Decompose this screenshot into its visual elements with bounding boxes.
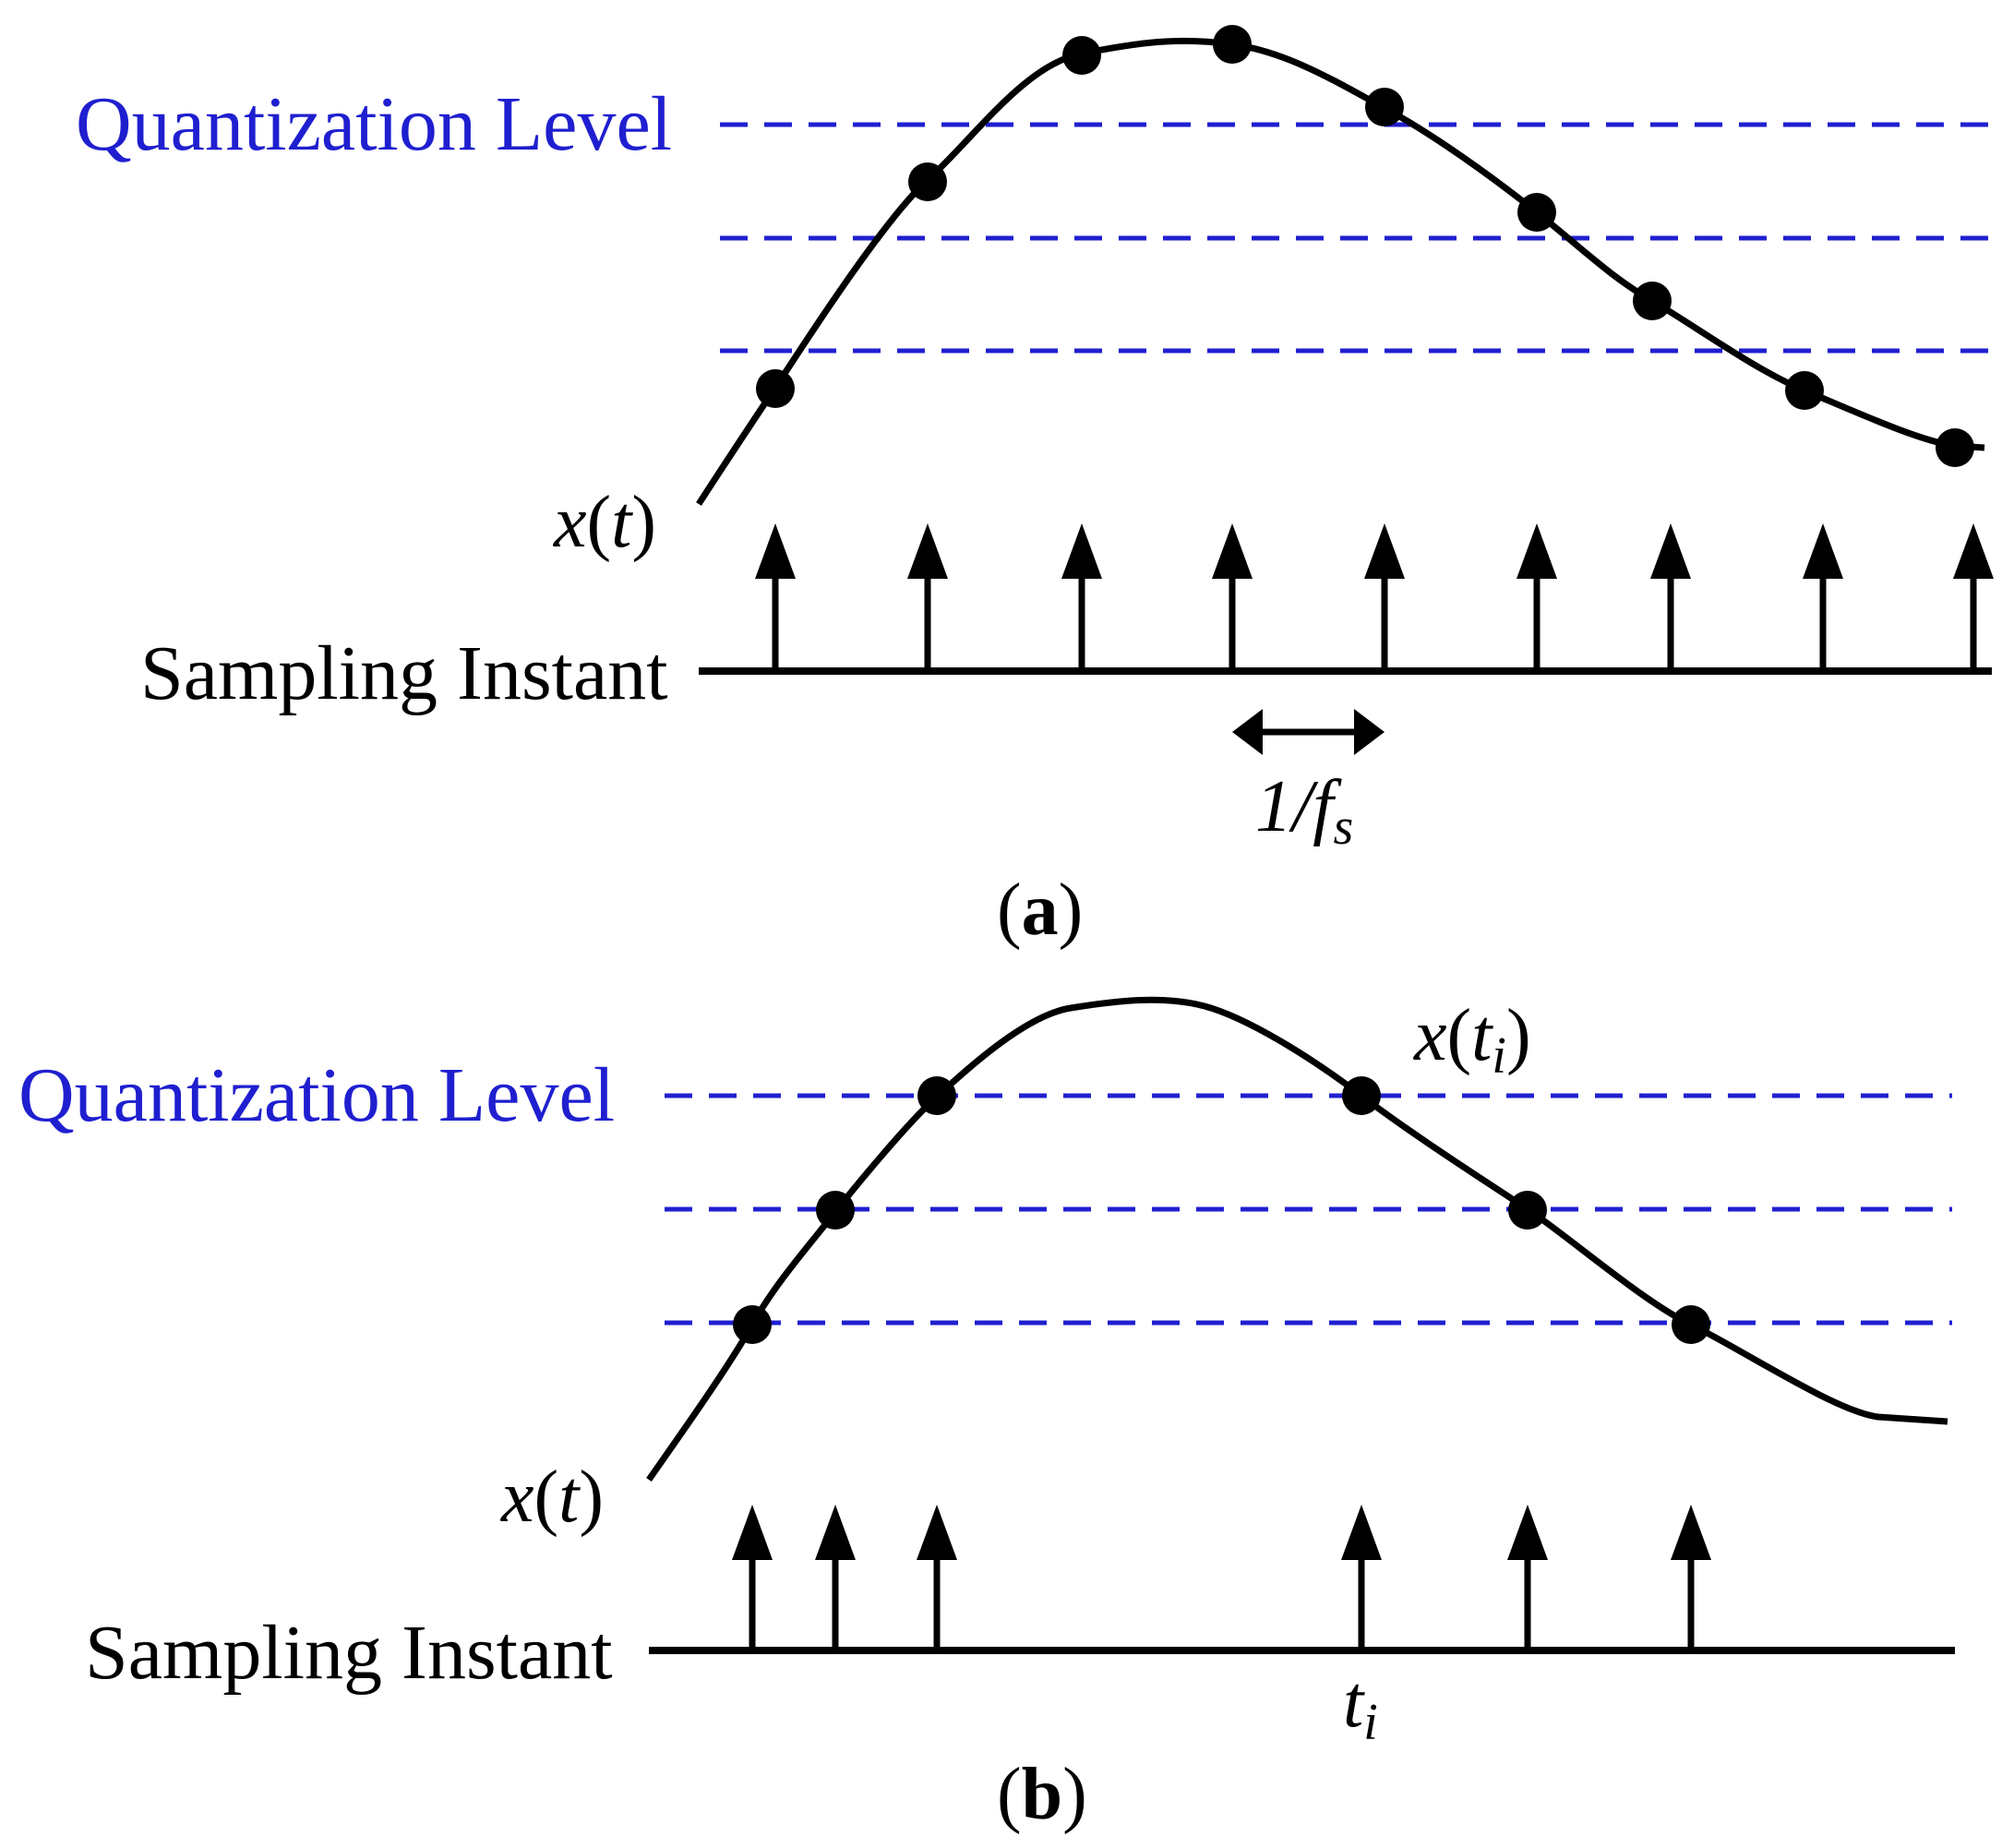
sample-point bbox=[816, 1191, 855, 1230]
sample-point bbox=[1342, 1076, 1381, 1115]
sampling-arrow bbox=[1516, 523, 1557, 671]
sampling-arrow bbox=[732, 1505, 773, 1650]
sample-point bbox=[1508, 1191, 1547, 1230]
sampling-arrow bbox=[1650, 523, 1691, 671]
sampling-time-label: ti bbox=[1343, 1662, 1378, 1751]
sampling-arrow bbox=[1803, 523, 1843, 671]
sampling-arrow bbox=[917, 1505, 957, 1650]
sample-point bbox=[1785, 371, 1824, 410]
sample-point bbox=[733, 1305, 772, 1344]
sample-value-label: x(ti) bbox=[1413, 995, 1531, 1085]
sampling-arrow bbox=[1364, 523, 1405, 671]
sampling-arrow bbox=[755, 523, 796, 671]
panel-caption-b: (b) bbox=[997, 1754, 1087, 1835]
sample-point bbox=[756, 369, 795, 408]
sample-point bbox=[1936, 428, 1974, 467]
sampling-arrow bbox=[815, 1505, 856, 1650]
sampling-arrow bbox=[1953, 523, 1994, 671]
sample-point bbox=[1213, 25, 1252, 64]
sampling-period-arrow bbox=[1232, 709, 1385, 755]
panel-b: Quantization Level x(ti) x(t) Sampling I… bbox=[18, 995, 1955, 1835]
signal-label: x(t) bbox=[553, 482, 656, 563]
sample-point bbox=[908, 162, 947, 201]
sampling-arrow bbox=[1671, 1505, 1711, 1650]
panel-a: Quantization Level x(t) Sampling Instant bbox=[76, 25, 1994, 951]
sample-point bbox=[1672, 1305, 1710, 1344]
sample-point bbox=[1062, 36, 1101, 75]
sampling-arrow bbox=[1341, 1505, 1382, 1650]
sampling-instant-label: Sampling Instant bbox=[85, 1610, 613, 1696]
signal-curve bbox=[646, 996, 1948, 1482]
sampling-arrow bbox=[1507, 1505, 1548, 1650]
sampling-arrow bbox=[1061, 523, 1102, 671]
sampling-arrow bbox=[1212, 523, 1253, 671]
sampling-period-label: 1/fs bbox=[1255, 766, 1353, 856]
quantization-level-label: Quantization Level bbox=[18, 1052, 615, 1138]
signal-label: x(t) bbox=[500, 1457, 604, 1538]
sample-point bbox=[1517, 193, 1556, 232]
sample-point bbox=[1365, 88, 1404, 126]
signal-curve bbox=[696, 37, 1985, 506]
panel-caption-a: (a) bbox=[997, 870, 1083, 951]
sample-point bbox=[917, 1076, 956, 1115]
quantization-level-label: Quantization Level bbox=[76, 81, 672, 167]
sampling-instant-label: Sampling Instant bbox=[140, 630, 668, 716]
sample-point bbox=[1633, 282, 1672, 320]
sampling-arrow bbox=[907, 523, 948, 671]
